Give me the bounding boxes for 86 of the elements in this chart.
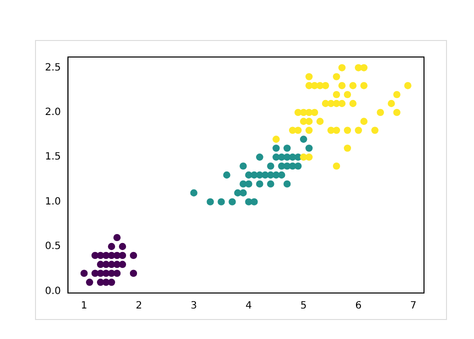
point (360, 64, 368, 72)
point (278, 171, 286, 179)
point (118, 242, 126, 250)
x-tick-label: 1 (80, 300, 88, 312)
y-tick-label: 1.0 (44, 196, 61, 208)
point (113, 252, 121, 260)
point (332, 73, 340, 80)
point (393, 90, 400, 98)
point (305, 154, 313, 161)
point (96, 260, 104, 268)
point (218, 198, 225, 206)
x-tick-label: 4 (246, 300, 252, 312)
x-tick-label: 3 (190, 300, 198, 312)
point (305, 126, 313, 134)
point (234, 189, 242, 196)
point (86, 278, 94, 286)
point (316, 118, 324, 125)
point (300, 118, 308, 125)
point (113, 260, 121, 268)
point (344, 126, 352, 134)
point (288, 126, 296, 134)
point (228, 198, 236, 206)
point (344, 144, 352, 152)
point (404, 82, 412, 90)
point (305, 144, 313, 152)
point (310, 108, 318, 116)
x-tick-label: 7 (410, 300, 416, 312)
point (322, 82, 330, 90)
point (332, 90, 340, 98)
point (130, 270, 138, 277)
point (267, 171, 274, 179)
point (130, 252, 138, 260)
point (272, 136, 280, 143)
point (250, 198, 258, 206)
y-tick-label: 1.5 (44, 152, 61, 163)
point (108, 242, 116, 250)
x-tick-label: 2 (136, 300, 142, 312)
point (344, 90, 352, 98)
point (206, 198, 214, 206)
point (256, 171, 264, 179)
point (360, 82, 368, 90)
point (300, 136, 308, 143)
point (393, 108, 400, 116)
point (240, 162, 247, 170)
point (267, 180, 274, 188)
point (354, 126, 362, 134)
point (349, 82, 357, 90)
point (327, 126, 335, 134)
point (388, 100, 395, 108)
point (338, 64, 346, 72)
x-tick-label: 6 (355, 300, 362, 312)
x-tick-label: 5 (300, 300, 307, 312)
point (349, 100, 357, 108)
point (338, 82, 346, 90)
y-tick-label: 2.5 (44, 62, 61, 74)
point (223, 171, 230, 179)
point (371, 126, 378, 134)
point (91, 252, 99, 260)
point (113, 270, 121, 277)
point (305, 73, 313, 80)
point (190, 189, 198, 196)
point (256, 154, 264, 161)
point (288, 154, 296, 161)
point (284, 180, 291, 188)
point (256, 180, 264, 188)
point (245, 180, 252, 188)
point (310, 82, 318, 90)
point (376, 108, 384, 116)
y-tick-label: 0.5 (44, 241, 61, 252)
y-tick-label: 2.0 (44, 107, 61, 118)
point (96, 278, 104, 286)
point (113, 234, 121, 242)
point (278, 162, 286, 170)
point (102, 252, 110, 260)
point (284, 144, 291, 152)
point (272, 144, 280, 152)
y-tick-label: 0.0 (44, 286, 61, 297)
point (267, 162, 274, 170)
point (332, 162, 340, 170)
point (332, 100, 340, 108)
point (294, 162, 302, 170)
point (80, 270, 88, 277)
point (91, 270, 99, 277)
point (294, 108, 302, 116)
point (322, 100, 330, 108)
point (360, 118, 368, 125)
